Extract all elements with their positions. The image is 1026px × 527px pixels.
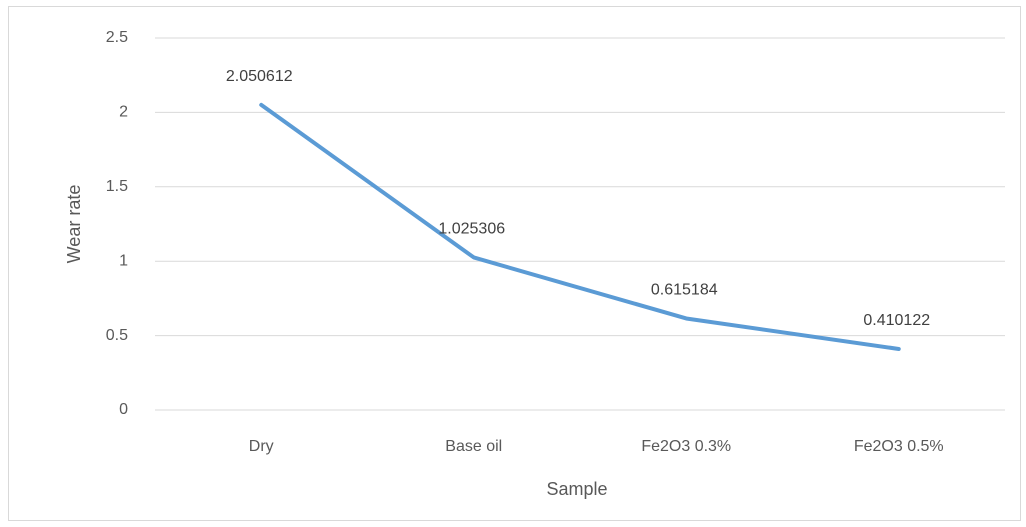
chart-border	[8, 6, 1021, 521]
y-tick-label: 2	[119, 104, 128, 121]
data-label: 2.050612	[226, 68, 293, 85]
x-axis-title: Sample	[546, 479, 607, 499]
data-line	[259, 102, 901, 351]
x-tick-label: Dry	[249, 438, 274, 455]
x-tick-label: Fe2O3 0.3%	[641, 438, 731, 455]
y-tick-label: 2.5	[106, 29, 128, 46]
x-tick-label: Fe2O3 0.5%	[854, 438, 944, 455]
y-tick-label: 1.5	[106, 178, 128, 195]
y-tick-label: 1	[119, 252, 128, 269]
data-label: 1.025306	[438, 221, 505, 238]
y-tick-label: 0	[119, 401, 128, 418]
y-axis-title: Wear rate	[64, 185, 84, 264]
x-tick-label: Base oil	[445, 438, 502, 455]
y-tick-label: 0.5	[106, 327, 128, 344]
data-label: 0.410122	[863, 312, 930, 329]
data-label: 0.615184	[651, 282, 718, 299]
